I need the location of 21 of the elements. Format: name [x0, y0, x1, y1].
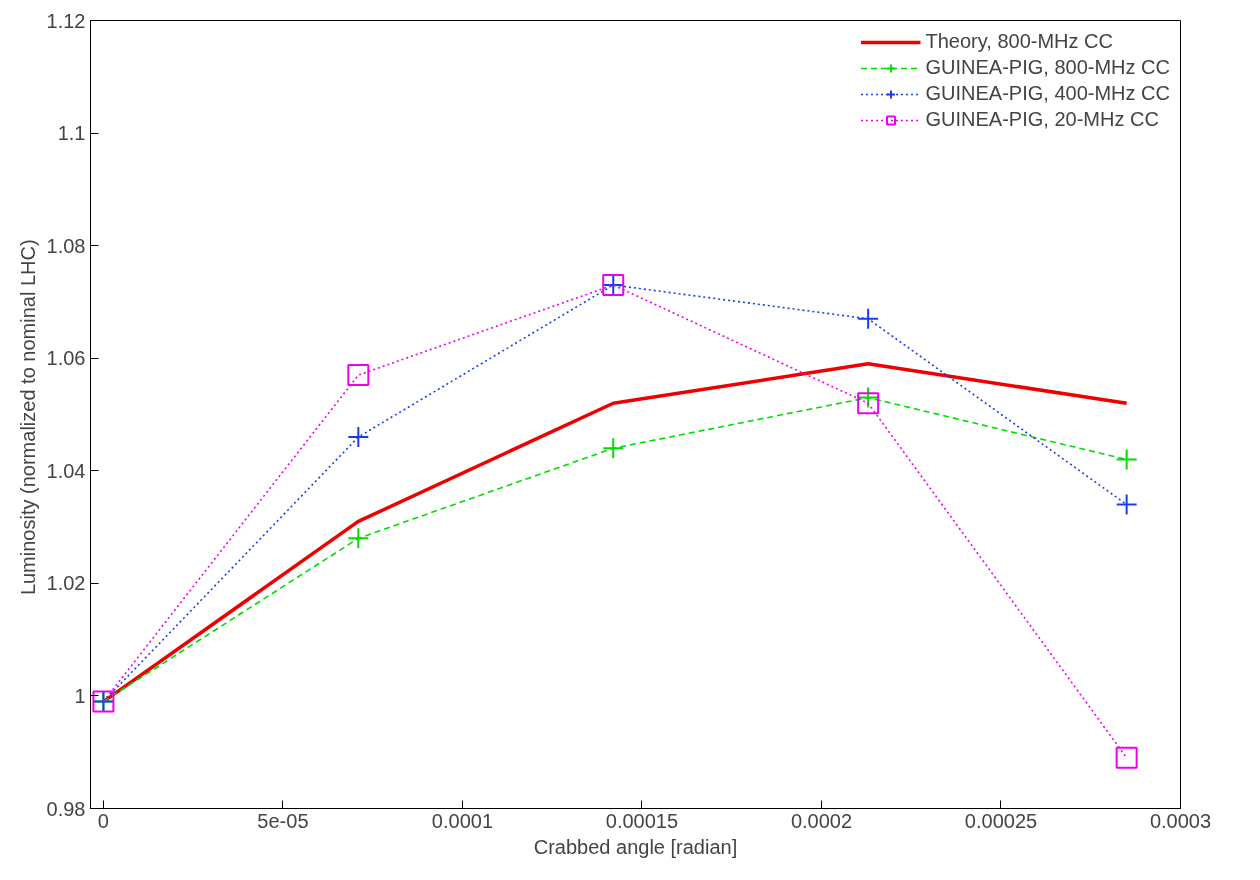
x-axis-title: Crabbed angle [radian] [533, 835, 738, 858]
y-tick-label: 0.98 [46, 797, 86, 820]
x-tick-label: 0.0001 [431, 809, 494, 832]
y-axis-title: Luminosity (normalized to nominal LHC) [16, 239, 39, 596]
y-tick-label: 1.1 [57, 122, 86, 145]
legend-label: GUINEA-PIG, 400-MHz CC [925, 82, 1170, 105]
y-tick-label: 1.02 [46, 572, 86, 595]
x-tick-label: 0.00025 [964, 809, 1038, 832]
y-tick-label: 1 [74, 684, 86, 707]
legend-label: Theory, 800-MHz CC [925, 30, 1113, 53]
y-tick-label: 1.12 [46, 9, 86, 32]
x-tick-label: 5e-05 [257, 809, 309, 832]
y-tick-label: 1.08 [46, 234, 86, 257]
x-tick-label: 0.0002 [790, 809, 853, 832]
y-tick-label: 1.04 [46, 459, 86, 482]
legend-label: GUINEA-PIG, 20-MHz CC [925, 108, 1159, 131]
x-tick-label: 0 [97, 809, 109, 832]
x-tick-label: 0.0003 [1149, 809, 1212, 832]
x-tick-label: 0.00015 [605, 809, 679, 832]
legend-label: GUINEA-PIG, 800-MHz CC [925, 56, 1170, 79]
y-tick-label: 1.06 [46, 347, 86, 370]
